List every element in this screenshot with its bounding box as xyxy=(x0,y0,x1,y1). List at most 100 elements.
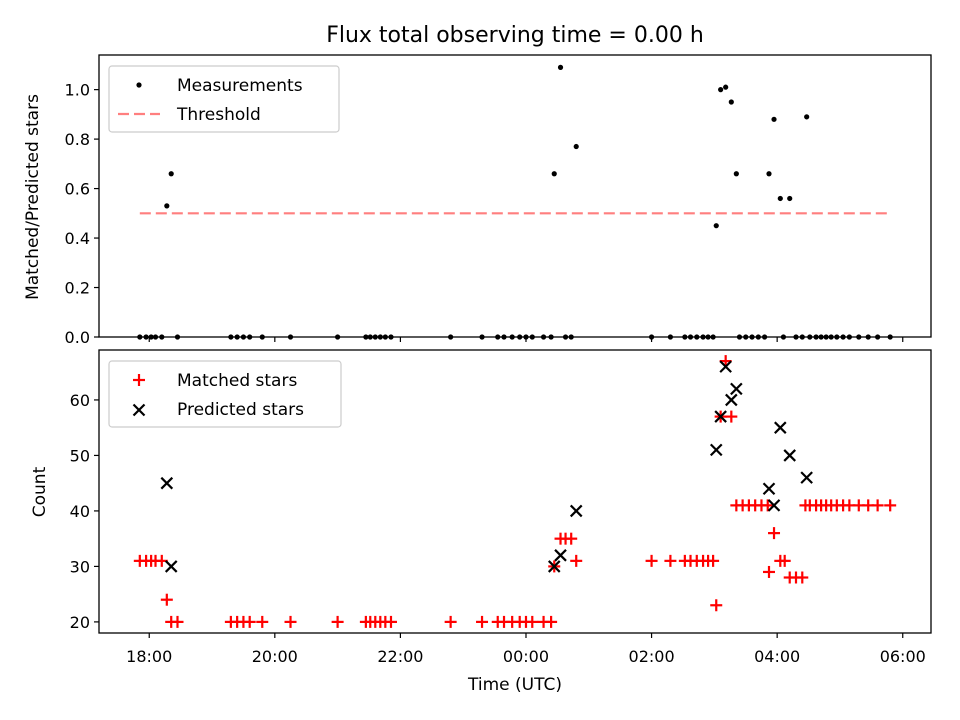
measurement-point xyxy=(164,203,170,209)
measurement-point xyxy=(234,334,240,340)
matched-star-point xyxy=(762,565,775,578)
measurement-point xyxy=(388,334,394,340)
x-tick-label: 00:00 xyxy=(503,647,549,666)
predicted-star-point xyxy=(709,443,723,457)
measurement-point xyxy=(367,334,373,340)
legend-predicted-marker xyxy=(132,403,146,417)
measurement-point xyxy=(557,64,564,70)
measurement-point xyxy=(723,84,729,90)
measurement-point xyxy=(793,334,799,340)
predicted-star-point xyxy=(569,504,583,518)
measurement-point xyxy=(159,334,165,340)
measurement-point xyxy=(766,171,772,177)
measurement-point xyxy=(728,99,734,105)
legend-predicted-label: Predicted stars xyxy=(177,400,304,420)
matched-star-point xyxy=(171,615,184,628)
matched-star-point xyxy=(526,615,539,628)
measurement-points xyxy=(137,64,893,340)
x-tick-label: 18:00 xyxy=(126,647,172,666)
predicted-star-points xyxy=(160,360,813,573)
matched-star-point xyxy=(871,499,884,512)
measurement-point xyxy=(749,334,755,340)
top-legend-box xyxy=(108,65,340,133)
measurement-point xyxy=(529,334,535,340)
measurement-point xyxy=(694,334,700,340)
chart-title: Flux total observing time = 0.00 h xyxy=(326,23,704,48)
measurement-point xyxy=(780,334,787,340)
matched-star-point xyxy=(243,615,256,628)
top-x-ticks xyxy=(148,337,904,342)
measurement-point xyxy=(736,334,743,340)
bottom-y-tick-label: 60 xyxy=(70,391,90,410)
legend-matched-glyph xyxy=(133,374,145,386)
x-tick-label: 02:00 xyxy=(629,647,675,666)
bottom-y-tick-label: 50 xyxy=(70,446,90,465)
measurement-point xyxy=(573,143,579,150)
measurement-point xyxy=(777,195,783,202)
measurement-point xyxy=(551,171,557,177)
matched-star-point xyxy=(384,615,397,628)
measurement-point xyxy=(228,334,234,340)
measurement-point xyxy=(240,334,247,340)
measurement-point xyxy=(372,334,378,340)
legend-threshold-label: Threshold xyxy=(176,105,261,125)
measurement-point xyxy=(887,334,893,340)
measurement-point xyxy=(807,334,813,340)
measurement-point xyxy=(287,334,294,340)
legend-measurements-marker xyxy=(136,82,142,88)
measurement-point xyxy=(143,334,149,340)
measurement-point xyxy=(509,334,515,340)
measurement-point xyxy=(363,334,369,340)
matched-star-point xyxy=(444,615,457,628)
predicted-star-point xyxy=(714,410,727,423)
measurement-point xyxy=(148,334,154,340)
top-y-axis-label: Matched/Predicted stars xyxy=(23,94,43,300)
measurement-point xyxy=(523,334,529,340)
measurement-point xyxy=(382,334,388,340)
measurement-point xyxy=(168,171,174,177)
matched-star-point xyxy=(796,571,809,584)
predicted-star-point xyxy=(554,549,567,562)
measurement-point xyxy=(834,334,840,340)
measurement-point xyxy=(846,334,852,340)
matched-star-point xyxy=(476,615,489,628)
measurement-point xyxy=(804,114,810,120)
measurement-point xyxy=(448,334,454,340)
predicted-star-point xyxy=(164,560,178,573)
measurement-point xyxy=(137,334,143,340)
predicted-star-point xyxy=(730,382,743,396)
top-y-ticks: 0.0 0.2 0.4 0.6 0.8 1.0 xyxy=(65,81,99,347)
x-tick-label: 06:00 xyxy=(880,647,926,666)
bottom-y-ticks: 20 30 40 50 60 xyxy=(70,391,99,632)
measurement-point xyxy=(823,334,829,340)
top-panel: 0.0 0.2 0.4 0.6 0.8 1.0 Matched/Predicted sta… xyxy=(23,54,932,347)
measurement-point xyxy=(682,334,688,340)
measurement-point xyxy=(840,334,846,340)
top-y-tick-label: 1.0 xyxy=(65,81,90,100)
predicted-star-point xyxy=(762,482,776,496)
top-y-tick-label: 0.4 xyxy=(65,229,90,248)
matched-star-point xyxy=(565,532,578,545)
top-y-tick-label: 0.2 xyxy=(65,279,90,298)
measurement-point xyxy=(687,334,694,340)
measurement-point xyxy=(799,334,805,340)
x-tick-label: 04:00 xyxy=(754,647,800,666)
top-axes-frame xyxy=(98,54,932,338)
matched-star-point xyxy=(768,527,781,540)
measurement-point xyxy=(856,334,862,340)
bottom-axes-frame xyxy=(98,349,932,634)
matched-star-point xyxy=(331,615,344,628)
measurement-point xyxy=(755,334,761,340)
legend-matched-label: Matched stars xyxy=(177,371,297,391)
measurement-point xyxy=(648,334,655,340)
predicted-star-point xyxy=(725,393,738,407)
measurement-point xyxy=(501,334,507,340)
measurement-point xyxy=(787,195,793,202)
matched-star-point xyxy=(160,593,173,606)
measurement-point xyxy=(818,334,824,340)
measurement-point xyxy=(495,334,501,340)
measurement-point xyxy=(733,171,739,177)
matched-star-point xyxy=(710,599,723,612)
matched-star-point xyxy=(884,499,897,512)
